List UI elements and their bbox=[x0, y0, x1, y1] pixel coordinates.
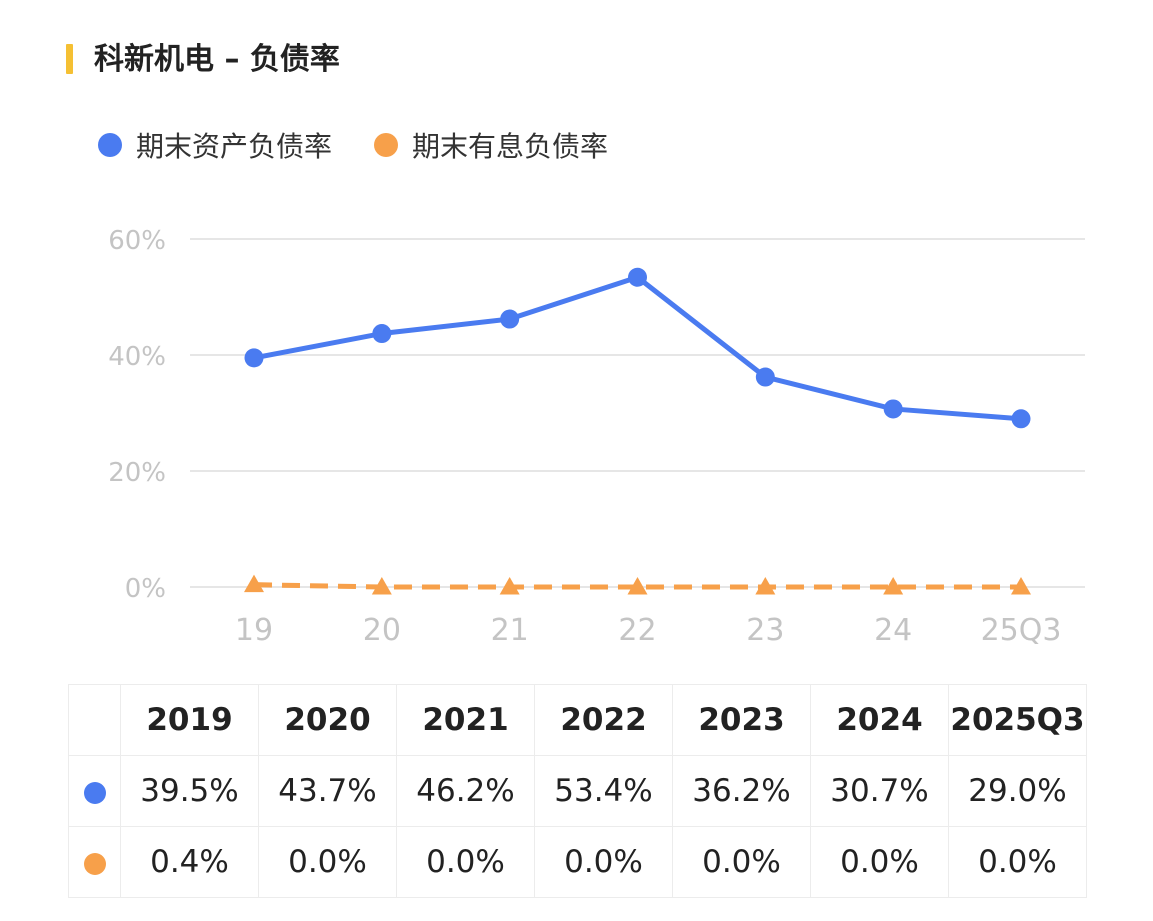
data-point-asset-liability bbox=[244, 348, 264, 368]
table-cell: 29.0% bbox=[948, 755, 1087, 827]
table-corner-cell bbox=[68, 684, 121, 756]
x-tick-label: 19 bbox=[235, 613, 273, 648]
data-table: 2019 2020 2021 2022 2023 2024 2025Q3 39.… bbox=[68, 684, 1087, 898]
table-cell: 53.4% bbox=[534, 755, 673, 827]
data-point-interest-bearing bbox=[883, 577, 904, 595]
data-point-asset-liability bbox=[1011, 409, 1031, 429]
data-point-asset-liability bbox=[500, 309, 520, 329]
data-point-interest-bearing bbox=[244, 574, 264, 593]
data-point-asset-liability bbox=[755, 367, 775, 387]
table-header-cell: 2019 bbox=[120, 684, 259, 756]
table-cell: 0.0% bbox=[396, 826, 535, 898]
series-line-asset-liability bbox=[251, 274, 1024, 422]
legend-label: 期末资产负债率 bbox=[136, 130, 333, 163]
circle-icon bbox=[98, 133, 122, 157]
circle-icon bbox=[83, 781, 106, 804]
data-point-asset-liability bbox=[628, 267, 647, 287]
table-header-cell: 2022 bbox=[534, 684, 673, 756]
table-header-cell: 2023 bbox=[672, 684, 811, 756]
table-header-cell: 2025Q3 bbox=[948, 684, 1087, 756]
table-cell: 0.0% bbox=[672, 826, 811, 898]
data-point-interest-bearing bbox=[371, 577, 392, 595]
table-cell: 0.0% bbox=[810, 826, 949, 898]
table-header-cell: 2024 bbox=[810, 684, 949, 756]
table-cell: 0.0% bbox=[948, 826, 1087, 898]
y-tick-label: 60% bbox=[108, 226, 166, 256]
row-marker-cell bbox=[68, 826, 121, 898]
data-point-interest-bearing bbox=[755, 577, 776, 595]
table-cell: 0.4% bbox=[120, 826, 259, 898]
circle-icon bbox=[374, 133, 398, 157]
chart-title: 科新机电 – 负债率 bbox=[94, 42, 340, 77]
table-row: 0.4% 0.0% 0.0% 0.0% 0.0% 0.0% 0.0% bbox=[68, 826, 1087, 898]
row-marker-cell bbox=[68, 755, 121, 827]
x-tick-label: 25Q3 bbox=[981, 613, 1062, 648]
table-cell: 30.7% bbox=[810, 755, 949, 827]
data-point-asset-liability bbox=[883, 399, 903, 419]
table-header-row: 2019 2020 2021 2022 2023 2024 2025Q3 bbox=[68, 684, 1087, 756]
line-chart: 0% 20% 40% 60% 19 20 21 22 23 24 25Q3 bbox=[108, 226, 1085, 648]
y-tick-label: 40% bbox=[108, 342, 166, 372]
table-header-cell: 2021 bbox=[396, 684, 535, 756]
legend-item-interest-bearing[interactable]: 期末有息负债率 bbox=[374, 126, 608, 164]
circle-icon bbox=[83, 852, 106, 875]
table-header-cell: 2020 bbox=[258, 684, 397, 756]
data-point-interest-bearing bbox=[1011, 577, 1031, 595]
table-cell: 36.2% bbox=[672, 755, 811, 827]
table-cell: 39.5% bbox=[120, 755, 259, 827]
data-point-asset-liability bbox=[372, 324, 392, 344]
x-tick-label: 23 bbox=[746, 613, 784, 648]
legend-label: 期末有息负债率 bbox=[412, 130, 609, 163]
title-accent-bar bbox=[66, 44, 73, 74]
legend-item-asset-liability[interactable]: 期末资产负债率 bbox=[98, 126, 332, 164]
data-point-interest-bearing bbox=[499, 577, 520, 595]
x-tick-label: 24 bbox=[874, 613, 912, 648]
table-row: 39.5% 43.7% 46.2% 53.4% 36.2% 30.7% 29.0… bbox=[68, 755, 1087, 827]
x-tick-label: 20 bbox=[363, 613, 401, 648]
table-cell: 43.7% bbox=[258, 755, 397, 827]
table-cell: 0.0% bbox=[534, 826, 673, 898]
data-point-interest-bearing bbox=[627, 577, 648, 595]
x-tick-label: 22 bbox=[618, 613, 656, 648]
y-tick-label: 0% bbox=[125, 574, 166, 604]
table-cell: 0.0% bbox=[258, 826, 397, 898]
table-cell: 46.2% bbox=[396, 755, 535, 827]
y-tick-label: 20% bbox=[108, 458, 166, 488]
x-tick-label: 21 bbox=[491, 613, 529, 648]
